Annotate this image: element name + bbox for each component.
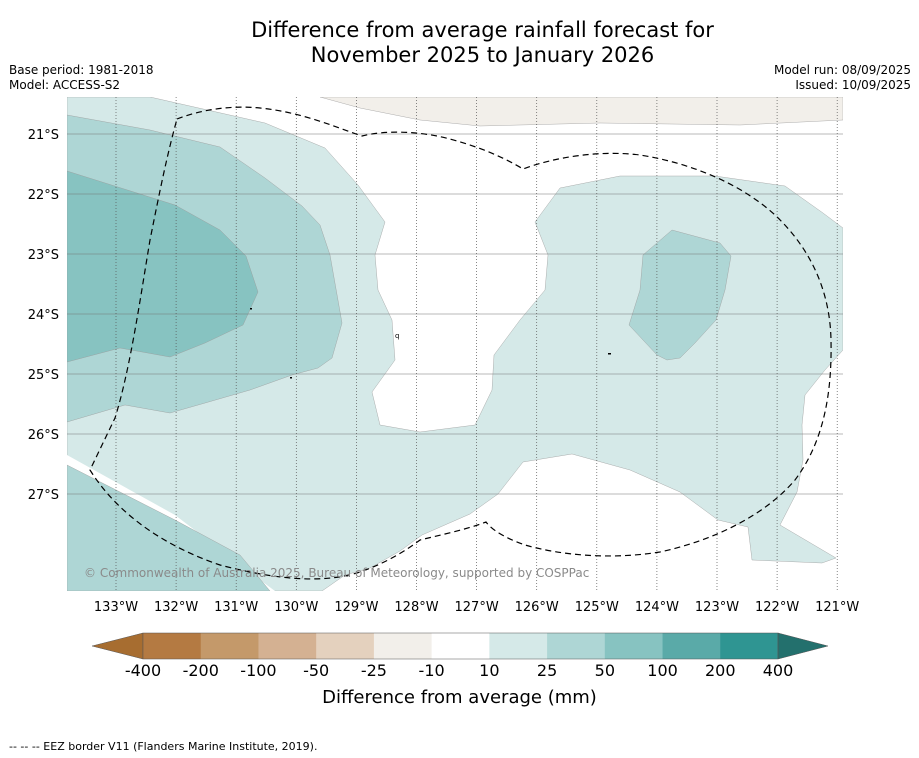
title-line-1: Difference from average rainfall forecas… xyxy=(251,18,714,42)
chart-title: Difference from average rainfall forecas… xyxy=(0,18,919,68)
lat-label: 22°S xyxy=(28,188,59,203)
lon-label: 132°W xyxy=(154,600,198,615)
colorbar-tick-label: -400 xyxy=(124,661,162,680)
colorbar-segment xyxy=(489,633,548,659)
colorbar-segment xyxy=(547,633,606,659)
colorbar xyxy=(91,632,829,660)
lon-label: 126°W xyxy=(515,600,559,615)
colorbar-tick-label: 400 xyxy=(762,661,794,680)
contour-dry-top xyxy=(319,97,843,127)
lat-label: 23°S xyxy=(28,248,59,263)
lon-label: 124°W xyxy=(635,600,679,615)
meta-left: Base period: 1981-2018 Model: ACCESS-S2 xyxy=(9,63,154,93)
copyright-text: © Commonwealth of Australia 2025, Bureau… xyxy=(84,566,589,580)
colorbar-tick-label: 10 xyxy=(479,661,500,680)
lon-label: 127°W xyxy=(455,600,499,615)
colorbar-segment xyxy=(604,633,664,659)
lon-label: 128°W xyxy=(394,600,438,615)
lon-label: 125°W xyxy=(575,600,619,615)
colorbar-tick-label: -200 xyxy=(182,661,219,680)
island-mark-2 xyxy=(608,353,611,355)
colorbar-segment xyxy=(373,633,433,659)
island-mark-1: q xyxy=(395,332,399,340)
lon-label: 121°W xyxy=(815,600,859,615)
model-name: Model: ACCESS-S2 xyxy=(9,78,121,92)
latitude-labels: 21°S 22°S 23°S 24°S 25°S 26°S 27°S xyxy=(28,128,59,503)
meta-right: Model run: 08/09/2025 Issued: 10/09/2025 xyxy=(774,63,911,93)
colorbar-segment xyxy=(200,633,259,659)
colorbar-arrow-left xyxy=(91,632,144,660)
gridlines xyxy=(67,97,843,591)
lon-label: 133°W xyxy=(94,600,138,615)
map-area: q © Commonwealth of Australia 2025, Bure… xyxy=(67,97,843,591)
colorbar-label: Difference from average (mm) xyxy=(322,687,597,708)
island-mark-3 xyxy=(290,377,292,379)
issued-date: Issued: 10/09/2025 xyxy=(795,78,911,92)
lat-label: 24°S xyxy=(28,308,59,323)
title-line-2: November 2025 to January 2026 xyxy=(310,43,655,67)
colorbar-tick-label: -100 xyxy=(240,661,277,680)
lon-label: 122°W xyxy=(755,600,799,615)
lon-label: 131°W xyxy=(214,600,258,615)
model-run: Model run: 08/09/2025 xyxy=(773,63,911,77)
colorbar-tick-label: 50 xyxy=(594,661,615,680)
base-period: Base period: 1981-2018 xyxy=(9,63,154,77)
island-mark-4 xyxy=(250,308,252,310)
longitude-labels: 133°W 132°W 131°W 130°W 129°W 128°W 127°W 126°W… xyxy=(94,600,860,615)
colorbar-tick-label: 100 xyxy=(647,661,678,680)
colorbar-segment xyxy=(720,633,779,659)
colorbar-segment xyxy=(662,633,721,659)
colorbar-segment xyxy=(316,633,375,659)
contour-wet-25-50-right xyxy=(628,229,732,361)
eez-legend-note: -- -- -- EEZ border V11 (Flanders Marine… xyxy=(9,740,318,753)
colorbar-segment xyxy=(258,633,317,659)
colorbar-tick-label: 25 xyxy=(536,661,558,680)
colorbar-tick-label: -50 xyxy=(303,661,330,680)
lon-label: 130°W xyxy=(274,600,318,615)
lat-label: 26°S xyxy=(28,428,59,443)
colorbar-tick-label: -25 xyxy=(360,661,387,680)
colorbar-arrow-right xyxy=(777,632,829,660)
colorbar-tick-label: 200 xyxy=(704,661,736,680)
lat-label: 27°S xyxy=(28,488,59,503)
eez-border xyxy=(89,106,832,580)
lon-label: 129°W xyxy=(334,600,378,615)
colorbar-segment xyxy=(143,633,202,659)
lat-label: 21°S xyxy=(28,128,59,143)
colorbar-outline xyxy=(142,632,779,660)
colorbar-tick-label: -10 xyxy=(418,661,445,680)
lon-label: 123°W xyxy=(695,600,739,615)
colorbar-segment xyxy=(431,633,490,659)
lat-label: 25°S xyxy=(28,368,59,383)
